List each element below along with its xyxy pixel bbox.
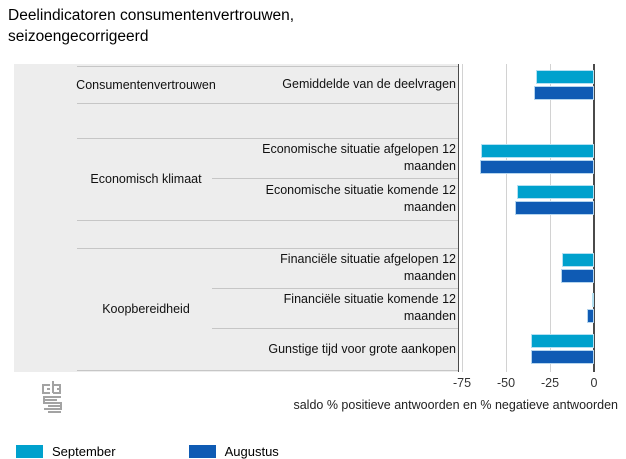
x-tick-label: -25 [540, 376, 560, 390]
row-separator [212, 178, 458, 179]
group-label-koopbereidheid: Koopbereidheid [102, 302, 190, 316]
chart-title: Deelindicatoren consumentenvertrouwen, s… [8, 7, 295, 45]
bar-augustus-2 [514, 200, 594, 215]
category-label: Economische situatie afgelopen 12 maande… [262, 142, 456, 173]
gridline [506, 64, 507, 372]
category-label: Economische situatie komende 12 maanden [265, 183, 456, 214]
row-separator [77, 370, 458, 371]
x-tick-label: -50 [496, 376, 516, 390]
category-label: Financiële situatie afgelopen 12 maanden [280, 252, 456, 283]
bar-september-1 [481, 143, 594, 158]
bar-september-0 [535, 69, 594, 84]
x-tick-label: -75 [452, 376, 472, 390]
bar-augustus-0 [534, 85, 594, 100]
row-separator [77, 220, 458, 221]
zero-axis-line [593, 64, 595, 372]
legend: September Augustus [16, 444, 279, 459]
row-separator [212, 328, 458, 329]
plot-area [459, 64, 618, 372]
gridline [462, 64, 463, 372]
category-label: Gunstige tijd voor grote aankopen [268, 341, 456, 356]
bar-september-2 [516, 184, 594, 199]
bar-augustus-1 [479, 159, 594, 174]
row-separator [77, 138, 458, 139]
bar-augustus-4 [586, 309, 594, 323]
group-label-consumentenvertrouwen: Consumentenvertrouwen [76, 77, 216, 92]
category-label: Financiële situatie komende 12 maanden [283, 292, 456, 323]
bar-september-3 [562, 253, 594, 267]
gridline [550, 64, 551, 372]
x-tick-label: 0 [590, 376, 598, 390]
group-label-economisch-klimaat: Economisch klimaat [90, 172, 202, 186]
y-axis-line [458, 64, 459, 372]
category-panel [14, 64, 458, 413]
legend-item-september: September [16, 444, 116, 459]
legend-label-september: September [52, 444, 116, 459]
bar-augustus-3 [560, 269, 594, 283]
cbs-logo [42, 381, 62, 413]
bar-september-4 [592, 293, 595, 307]
row-separator [212, 288, 458, 289]
category-label: Gemiddelde van de deelvragen [282, 77, 456, 91]
row-separator [77, 103, 458, 104]
bar-augustus-5 [530, 350, 594, 364]
legend-swatch-september [16, 445, 43, 458]
legend-item-augustus: Augustus [188, 444, 279, 459]
bar-september-5 [530, 334, 594, 348]
x-axis-caption: saldo % positieve antwoorden en % negati… [293, 398, 618, 412]
row-separator [77, 66, 458, 67]
legend-label-augustus: Augustus [224, 444, 279, 459]
legend-swatch-augustus [188, 445, 216, 458]
row-separator [77, 248, 458, 249]
